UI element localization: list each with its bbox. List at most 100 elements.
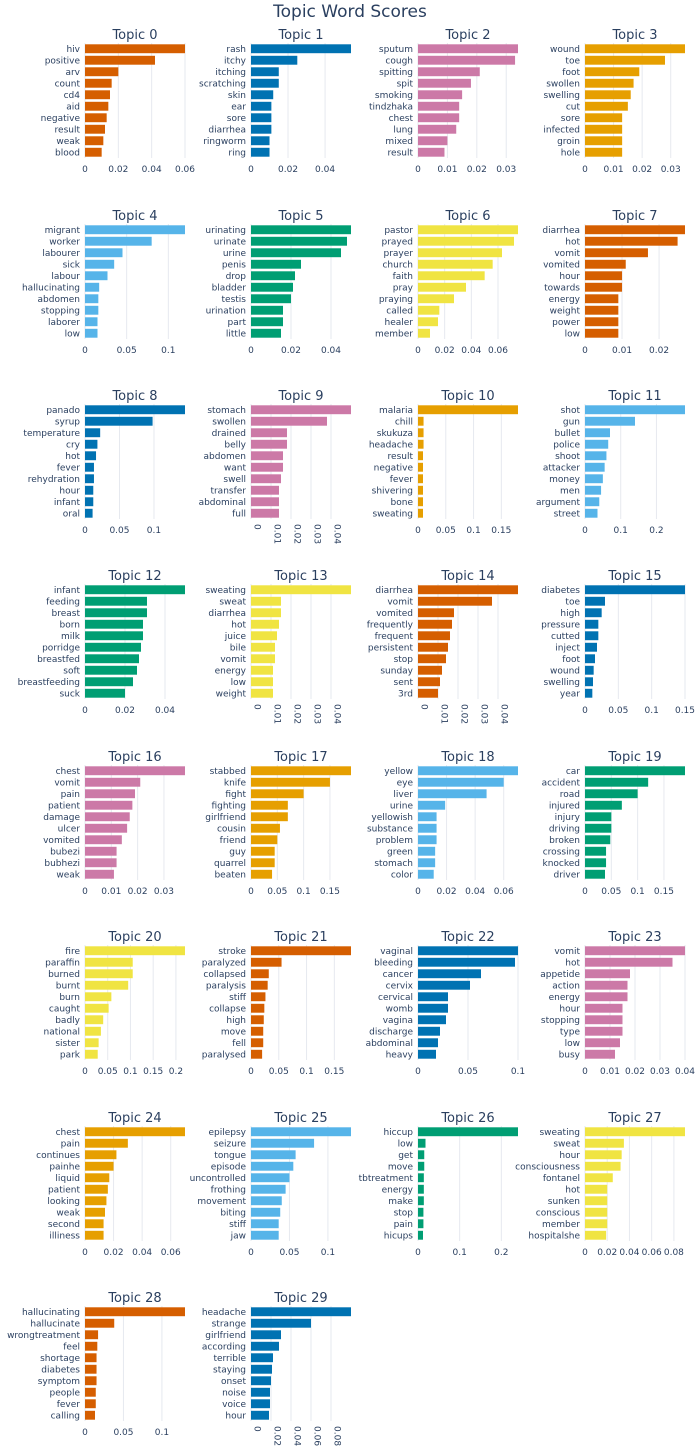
bar-calling	[85, 1410, 95, 1420]
bar-fever	[85, 462, 94, 472]
category-label: consciousness	[515, 1162, 580, 1172]
category-label: second	[48, 1220, 80, 1230]
tick-label: 0	[82, 346, 88, 356]
subplot-title: Topic 20	[107, 930, 161, 945]
tick-label: 0.1	[161, 346, 175, 356]
bar-abdomen	[251, 451, 283, 461]
category-label: member	[375, 329, 413, 339]
category-label: stroke	[218, 947, 246, 957]
category-label: conscious	[536, 1208, 581, 1218]
bar-result	[418, 147, 445, 157]
bar-swell	[251, 474, 281, 484]
subplot-title: Topic 7	[611, 209, 657, 224]
bar-park	[85, 1049, 98, 1059]
bar-driving	[585, 823, 612, 833]
tick-label: 0.1	[614, 526, 628, 536]
bar-itchy	[251, 55, 298, 65]
bar-vomited	[418, 608, 454, 618]
bar-high	[585, 608, 602, 618]
tick-label: 0.04	[465, 887, 485, 897]
bar-smoking	[418, 90, 463, 100]
category-label: negative	[41, 114, 81, 124]
tick-label: 0.04	[155, 706, 175, 716]
tick-label: 0.03	[154, 887, 174, 897]
category-label: vomited	[543, 260, 580, 270]
bar-prayer	[418, 248, 502, 258]
tick-label: 0.01	[600, 1067, 620, 1077]
category-label: bleeding	[374, 958, 413, 968]
tick-label: 0	[82, 1428, 88, 1438]
tick-label: 0.03	[312, 524, 322, 544]
bar-drained	[251, 428, 287, 438]
bar-movement	[251, 1196, 282, 1206]
category-label: cervical	[378, 993, 413, 1003]
category-label: positive	[45, 56, 81, 66]
category-label: urinate	[214, 237, 247, 247]
category-label: painhe	[49, 1162, 80, 1172]
tick-label: 0.01	[612, 346, 632, 356]
tick-label: 0.02	[104, 1248, 124, 1258]
category-label: prayed	[381, 237, 413, 247]
category-label: porridge	[42, 643, 80, 653]
category-label: power	[552, 318, 580, 328]
category-label: urine	[390, 801, 414, 811]
bar-episode	[251, 1161, 294, 1171]
bar-appetide	[585, 969, 630, 979]
bar-voice	[251, 1399, 270, 1409]
category-label: hour	[59, 486, 80, 496]
bar-stomach	[418, 858, 436, 868]
category-label: fight	[225, 790, 246, 800]
tick-label: 0.04	[619, 1248, 639, 1258]
tick-label: 0	[248, 165, 254, 175]
bar-epilepsy	[251, 1127, 351, 1137]
category-label: sunken	[548, 1197, 580, 1207]
bar-shivering	[418, 485, 423, 495]
bar-praying	[418, 294, 454, 304]
category-label: heavy	[386, 1050, 414, 1060]
category-label: low	[231, 678, 246, 688]
tick-label: 0.01	[101, 887, 121, 897]
bar-testis	[251, 294, 291, 304]
category-label: swollen	[546, 79, 580, 89]
tick-label: 0	[419, 704, 429, 710]
category-label: energy	[215, 666, 247, 676]
bar-make	[418, 1196, 424, 1206]
tick-label: 0.05	[458, 1067, 478, 1077]
tick-label: 0	[415, 346, 421, 356]
bar-diabetes	[85, 1364, 97, 1374]
bar-sunday	[418, 665, 442, 675]
category-label: skukuza	[377, 429, 413, 439]
category-label: foot	[562, 68, 580, 78]
category-label: driving	[549, 824, 580, 834]
bar-hallucinating	[85, 282, 100, 292]
bar-girlfriend	[251, 1330, 281, 1340]
bar-weak	[85, 136, 104, 146]
category-label: pray	[393, 283, 414, 293]
bar-low	[85, 328, 98, 338]
category-label: itching	[215, 68, 246, 78]
category-label: cough	[385, 56, 413, 66]
subplot-title: Topic 11	[607, 389, 661, 404]
category-label: national	[44, 1027, 80, 1037]
category-label: vaginal	[380, 947, 413, 957]
tick-label: 0.06	[488, 346, 508, 356]
bar-shortage	[85, 1353, 97, 1363]
tick-label: 0.1	[321, 1248, 335, 1258]
category-label: womb	[386, 1004, 414, 1014]
category-label: inject	[555, 643, 580, 653]
category-label: migrant	[45, 226, 81, 236]
tick-label: 0.1	[147, 526, 161, 536]
bar-terrible	[251, 1353, 273, 1363]
bar-abdominal	[251, 497, 279, 507]
category-label: toe	[565, 597, 580, 607]
tick-label: 0.04	[292, 1426, 302, 1446]
category-label: hot	[565, 1185, 580, 1195]
bar-collapse	[251, 1003, 265, 1013]
category-label: called	[386, 306, 413, 316]
category-label: pain	[61, 790, 80, 800]
tick-label: 0	[415, 1248, 421, 1258]
category-label: infant	[54, 498, 81, 508]
category-label: car	[566, 767, 580, 777]
